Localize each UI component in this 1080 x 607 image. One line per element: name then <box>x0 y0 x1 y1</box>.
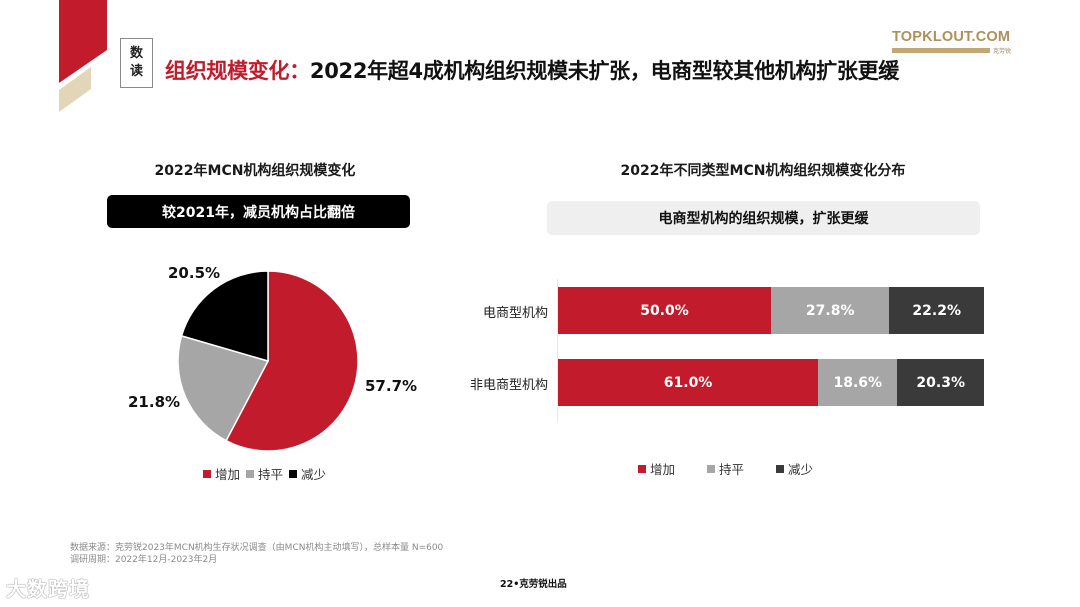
bar-callout-banner: 电商型机构的组织规模，扩张更缓 <box>547 201 980 235</box>
bar-row-non-ecommerce: 61.0% 18.6% 20.3% <box>558 359 984 406</box>
page-title-headline: 2022年超4成机构组织规模未扩张，电商型较其他机构扩张更缓 <box>309 59 899 83</box>
bar-chart-title: 2022年不同类型MCN机构组织规模变化分布 <box>620 163 906 179</box>
logo-cn-text: 克劳锐 <box>993 48 1012 55</box>
logo-tagline-bar <box>892 48 990 53</box>
pie-slice-increase <box>225 270 359 452</box>
source-text: 数据来源：克劳锐2023年MCN机构生存状况调查（由MCN机构主动填写），总样本… <box>70 543 444 553</box>
pie-callout-banner: 较2021年，减员机构占比翻倍 <box>107 195 410 228</box>
tan-banner-shape <box>59 67 91 112</box>
pie-legend: 增加 持平 减少 <box>203 464 326 483</box>
legend-item-increase: 增加 <box>203 464 240 483</box>
bar-segment-decrease: 22.2% <box>889 287 984 334</box>
pie-slice-decrease <box>180 270 269 362</box>
pie-label-increase: 57.7% <box>365 377 418 395</box>
bar-segment-increase: 61.0% <box>558 359 819 406</box>
page-title-topic: 组织规模变化： <box>165 59 310 83</box>
bar-row-label: 电商型机构 <box>482 306 548 321</box>
page-number: 22•克劳锐出品 <box>500 579 567 590</box>
bar-row-ecommerce: 50.0% 27.8% 22.2% <box>558 287 984 334</box>
legend-item-decrease: 减少 <box>289 464 326 483</box>
legend-swatch-red <box>638 464 646 473</box>
watermark: 大数跨境 <box>6 577 90 601</box>
red-banner-shape <box>59 0 107 83</box>
legend-item-flat: 持平 <box>707 459 744 478</box>
legend-item-decrease: 减少 <box>776 459 813 478</box>
bar-segment-decrease: 20.3% <box>897 359 984 406</box>
tag-char-1: 数 <box>129 46 143 61</box>
pie-chart-title: 2022年MCN机构组织规模变化 <box>154 163 356 179</box>
legend-swatch-dark <box>776 464 785 473</box>
source-footnote: 数据来源：克劳锐2023年MCN机构生存状况调查（由MCN机构主动填写），总样本… <box>70 542 443 566</box>
bar-category-axis <box>557 279 558 422</box>
bar-legend: 增加 持平 减少 <box>638 459 813 478</box>
legend-swatch-black <box>289 469 298 478</box>
legend-swatch-red <box>203 469 211 478</box>
data-reading-tag: 数 读 <box>120 38 153 88</box>
pie-slices <box>177 270 359 452</box>
survey-period-text: 调研周期：2022年12月-2023年2月 <box>70 555 218 565</box>
pie-slice-flat <box>177 334 270 442</box>
tag-char-2: 读 <box>129 64 143 79</box>
corner-banner-decoration <box>59 0 107 112</box>
legend-swatch-gray <box>707 464 716 473</box>
pie-label-decrease: 20.5% <box>168 264 221 282</box>
pie-label-flat: 21.8% <box>128 393 181 411</box>
bar-segment-flat: 27.8% <box>771 287 890 334</box>
pie-chart <box>177 270 359 452</box>
logo-brand-text: TOPKLOUT.COM <box>892 29 1011 45</box>
legend-item-increase: 增加 <box>638 459 675 478</box>
topklout-logo: TOPKLOUT.COM 克劳锐 <box>892 29 1018 55</box>
bar-row-label: 非电商型机构 <box>469 378 548 393</box>
legend-swatch-gray <box>246 469 255 478</box>
page-title: 组织规模变化：2022年超4成机构组织规模未扩张，电商型较其他机构扩张更缓 <box>165 55 899 85</box>
bar-segment-flat: 18.6% <box>818 359 898 406</box>
bar-segment-increase: 50.0% <box>558 287 771 334</box>
legend-item-flat: 持平 <box>246 464 283 483</box>
